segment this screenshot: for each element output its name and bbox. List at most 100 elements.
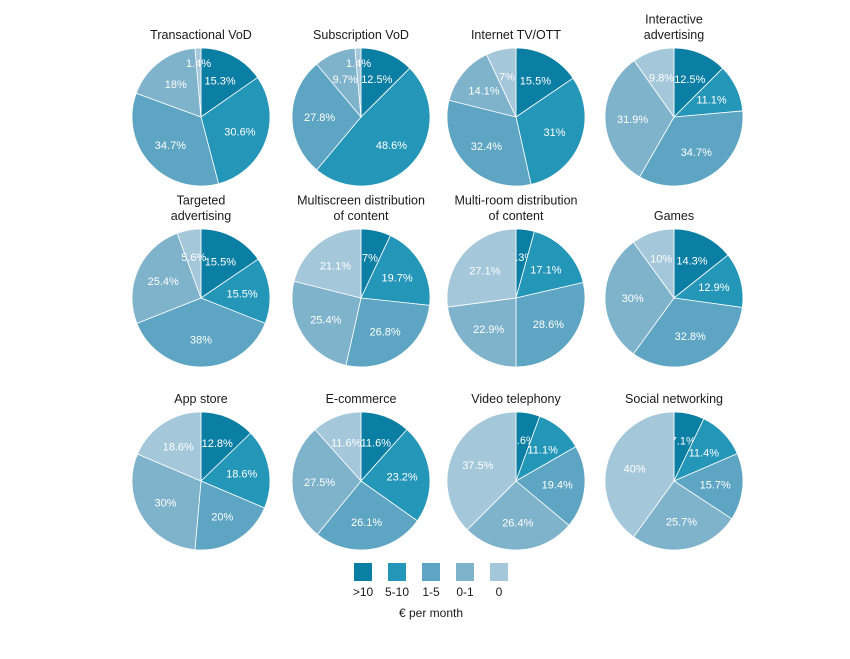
pie-title: Interactive advertising (644, 13, 704, 43)
pie-slice-0-1 (466, 480, 570, 551)
pie-slice-label: 38% (190, 334, 212, 346)
pie-slice-label: 11.6% (361, 437, 392, 449)
pie-slice-label: 30% (154, 497, 176, 509)
pie-slice-label: 15.5% (205, 256, 236, 268)
pie-games: Games 14.3% 12.9% 32.8% 30% 10% (604, 209, 744, 368)
pie-slice-label: 30.6% (224, 126, 255, 138)
pie-slice-1-5 (316, 480, 418, 551)
pie-slice-label: 9.8% (649, 73, 674, 85)
pie-slice-label: 27.5% (304, 477, 335, 489)
pie-slice-label: 12.8% (202, 438, 233, 450)
pie-slice-5-10 (360, 428, 431, 522)
pie-slice-1-5 (515, 282, 586, 368)
pie-slice-label: 1.4% (346, 58, 371, 70)
pie-slice-0 (293, 228, 362, 299)
pie-title: Targeted advertising (171, 194, 231, 224)
pie-slice-5-10 (515, 231, 584, 299)
pie-slice-1-5 (639, 110, 744, 187)
pie-slice-10 (200, 47, 259, 118)
legend-swatch (388, 563, 406, 581)
pie-slice-label: 12.5% (361, 74, 392, 86)
pie-slice-0-1 (291, 280, 362, 366)
pie-slice-label: 25.4% (310, 315, 341, 327)
pie-slice-label: 27.8% (304, 112, 335, 124)
pie-slice-label: 25.7% (666, 517, 697, 529)
pie-slice-label: 37.5% (462, 460, 493, 472)
pie-slice-1-5 (136, 297, 266, 368)
pie-slice-5-10 (200, 76, 271, 185)
pie-slice-5-10 (316, 67, 431, 187)
pie-slice-0 (446, 411, 517, 531)
pie-slice-label: 1.4% (186, 58, 211, 70)
pie-slice-label: 28.6% (533, 319, 564, 331)
pie-title: Transactional VoD (150, 28, 252, 42)
pie-title: E-commerce (326, 392, 397, 406)
legend-label: 0 (496, 585, 503, 599)
pie-multiscreen-distribution-of-content: Multiscreen distribution of content 7%19.7… (291, 194, 431, 368)
pie-transactional-vod: Transactional VoD 15.3% 30.6% 34.7% 18% 1.4% (131, 28, 271, 187)
pie-slice-0 (446, 228, 517, 308)
pie-slice-label: 17.1% (530, 264, 561, 276)
pie-slice-label: 32.8% (675, 331, 706, 343)
pie-slice-0 (194, 47, 202, 118)
pie-slice-0 (176, 228, 202, 299)
pie-slice-label: 11.6% (331, 437, 362, 449)
pie-slice-label: 10% (650, 254, 672, 266)
pie-slice-0-1 (291, 428, 362, 536)
pie-title: Multi-room distribution of content (455, 194, 578, 224)
legend-label: 0-1 (456, 585, 474, 599)
legend-label: 1-5 (422, 585, 440, 599)
pie-slice-0-1 (131, 453, 202, 551)
pie-slice-label: 19.7% (381, 273, 412, 285)
legend-label: 5-10 (385, 585, 409, 599)
pie-slice-5-10 (200, 258, 271, 324)
pie-slice-0 (354, 47, 362, 118)
pie-slice-label: 26.4% (502, 517, 533, 529)
pie-slice-label: 31% (543, 127, 565, 139)
pie-slice-label: 40% (624, 463, 646, 475)
pie-slice-0-1 (604, 241, 675, 355)
pie-title: Video telephony (471, 392, 561, 406)
pie-slice-10 (200, 411, 252, 482)
pie-slice-0-1 (447, 297, 517, 368)
pie-slice-label: 30% (622, 293, 644, 305)
pie-slice-0 (314, 411, 362, 483)
pie-slice-0 (604, 411, 675, 538)
pie-slice-0-1 (633, 480, 733, 551)
pie-slice-label: 23.2% (386, 471, 417, 483)
pie-slice-label: 15.5% (520, 75, 551, 87)
pie-subscription-vod: Subscription VoD 12.5% 48.6% 27.8% 9.7% 1.4% (291, 28, 431, 187)
pie-social-networking: Social networking 7.1%11.4% 15.7% 25.7% 40% (604, 392, 744, 551)
pie-slice-label: 7.1% (671, 436, 696, 448)
pies: Transactional VoD15.3%30.6%34.7%18%1.4%S… (131, 13, 744, 551)
pie-slice-5-10 (515, 77, 586, 185)
pie-slice-0-1 (131, 232, 202, 324)
pie-title: Multiscreen distribution of content (297, 194, 425, 224)
pie-slice-label: 7% (362, 253, 378, 265)
legend-swatch (354, 563, 372, 581)
pie-slice-label: 12.5% (674, 74, 705, 86)
pie-slice-label: 5.6% (181, 252, 206, 264)
pie-slice-1-5 (515, 446, 586, 526)
pie-slice-5-10 (673, 254, 744, 308)
legend: >10 5-10 1-5 0-1 0 € per month (353, 563, 508, 620)
pie-slice-label: 18% (165, 79, 187, 91)
pie-slice-label: 26.1% (351, 517, 382, 529)
pie-slice-label: 15.7% (700, 480, 731, 492)
pie-slice-1-5 (291, 63, 362, 171)
pie-title: Subscription VoD (313, 28, 409, 42)
pie-slice-label: 22.9% (473, 324, 504, 336)
pie-slice-0 (486, 47, 517, 118)
pie-slice-label: 21.1% (320, 260, 351, 272)
pie-slice-label: 31.9% (617, 114, 648, 126)
pie-slice-label: 26.8% (369, 327, 400, 339)
pie-slice-1-5 (345, 297, 431, 368)
pie-slice-10 (200, 228, 259, 299)
pie-slice-10 (515, 47, 574, 118)
pie-slice-label: 11.4% (689, 447, 720, 459)
pie-slice-label: 20% (211, 512, 233, 524)
pie-slice-5-10 (360, 235, 431, 306)
pie-slice-label: 34.7% (155, 140, 186, 152)
pie-slice-0-1 (448, 54, 517, 118)
